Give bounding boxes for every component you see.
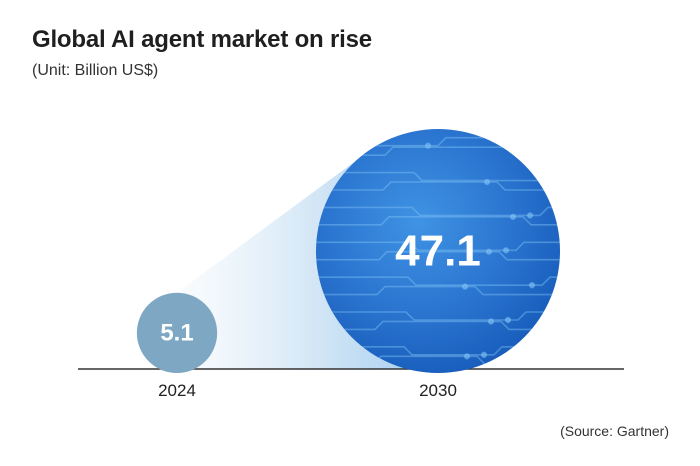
chart-title: Global AI agent market on rise bbox=[32, 26, 372, 53]
circuit-pattern bbox=[316, 136, 560, 366]
bubble-2024 bbox=[136, 292, 218, 374]
category-label-2024: 2024 bbox=[158, 381, 196, 400]
source-note: (Source: Gartner) bbox=[560, 423, 669, 439]
value-label-2030: 47.1 bbox=[395, 227, 481, 276]
category-label-2030: 2030 bbox=[419, 381, 457, 400]
value-label-2024: 5.1 bbox=[160, 319, 193, 346]
chart-subtitle: (Unit: Billion US$) bbox=[32, 62, 159, 79]
bubble-2030 bbox=[316, 129, 560, 373]
